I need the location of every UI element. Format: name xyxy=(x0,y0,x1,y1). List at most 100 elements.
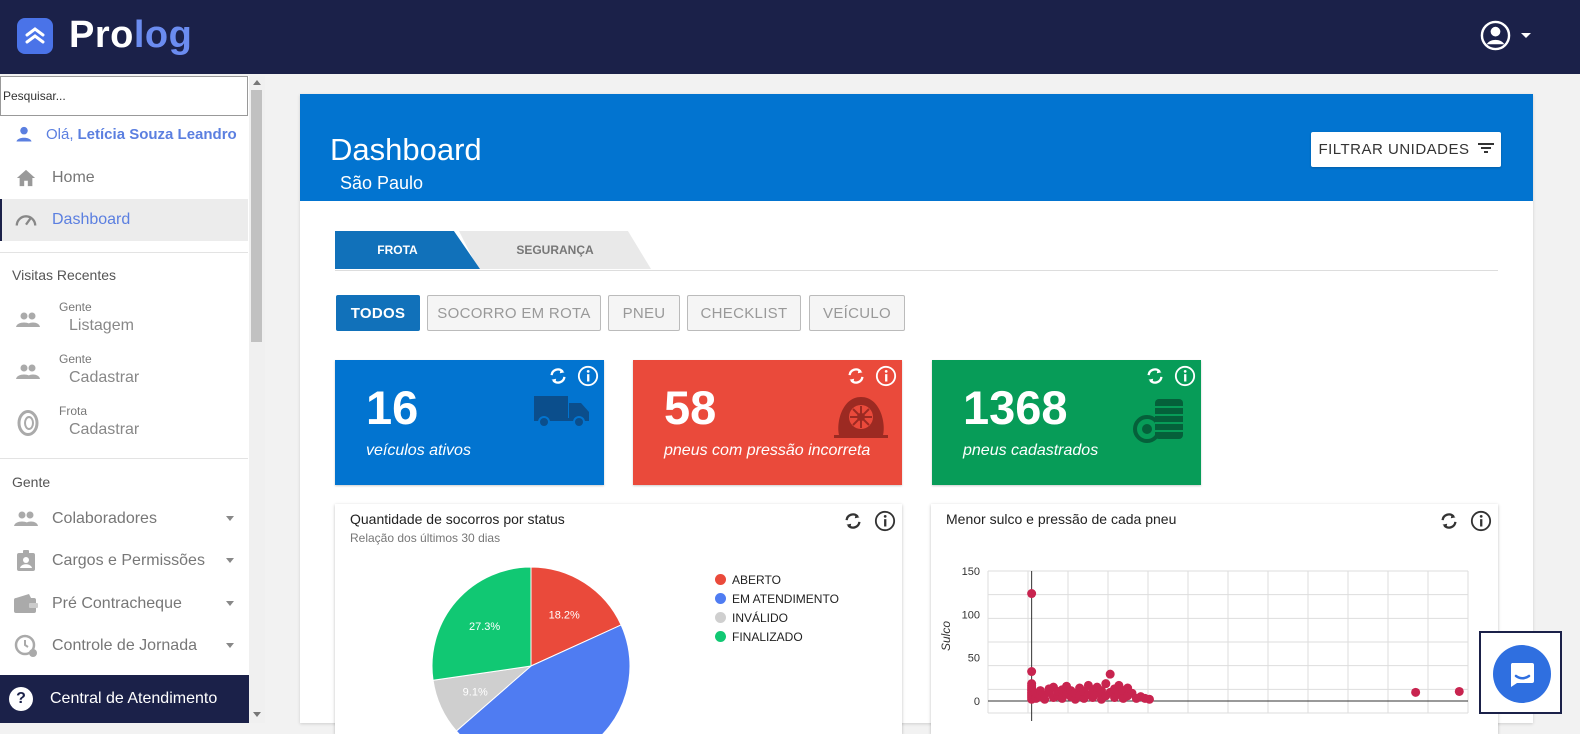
refresh-icon[interactable] xyxy=(547,365,569,387)
scatter-point[interactable] xyxy=(1454,686,1464,696)
stat-value: 1368 xyxy=(963,381,1068,434)
filter-chip-checklist[interactable]: CHECKLIST xyxy=(687,295,801,331)
sidebar-item-dashboard[interactable]: Dashboard xyxy=(0,199,248,241)
sidebar-item-controle-jornada[interactable]: Controle de Jornada xyxy=(0,625,248,667)
unit-subtitle: São Paulo xyxy=(340,173,424,193)
chevron-down-icon xyxy=(226,516,234,521)
info-icon[interactable] xyxy=(577,365,599,387)
help-center-button[interactable]: ? Central de Atendimento xyxy=(0,675,249,723)
sidebar-item-cargos[interactable]: Cargos e Permissões xyxy=(0,540,248,582)
scatter-chart: 0 50 100 150 Sulco xyxy=(939,566,1469,721)
y-tick-label: 150 xyxy=(962,566,980,578)
scatter-point[interactable] xyxy=(1105,669,1115,679)
filter-chip-socorro[interactable]: SOCORRO EM ROTA xyxy=(427,295,601,331)
recent-item-name: Cadastrar xyxy=(69,421,140,438)
pie-slice-aberto[interactable] xyxy=(530,566,622,667)
recent-item-category: Frota xyxy=(59,404,88,418)
pie-slice-label: 9.1% xyxy=(463,687,488,699)
y-tick-label: 50 xyxy=(968,653,980,665)
sidebar-item-label: Dashboard xyxy=(52,211,131,228)
stat-value: 58 xyxy=(664,381,717,434)
category-tabs: SEGURANÇA FROTA xyxy=(335,231,1498,271)
prolog-logo[interactable]: Prolog xyxy=(17,14,192,57)
y-tick-label: 100 xyxy=(962,609,980,621)
scatter-point[interactable] xyxy=(1027,667,1037,677)
panel-title: Quantidade de socorros por status xyxy=(350,511,565,527)
panel-subtitle: Relação dos últimos 30 dias xyxy=(350,531,501,545)
scrollbar-thumb[interactable] xyxy=(251,90,262,342)
people-icon xyxy=(14,511,38,527)
legend-item[interactable]: ABERTO xyxy=(715,570,839,589)
people-icon xyxy=(16,364,40,385)
info-icon[interactable] xyxy=(1470,510,1492,532)
refresh-icon[interactable] xyxy=(842,510,864,532)
legend-item[interactable]: INVÁLIDO xyxy=(715,608,839,627)
divider xyxy=(0,252,248,253)
y-tick-label: 0 xyxy=(974,696,980,708)
scroll-down-icon[interactable] xyxy=(253,712,261,717)
chevron-down-icon xyxy=(226,643,234,648)
legend-item[interactable]: EM ATENDIMENTO xyxy=(715,589,839,608)
tab-frota[interactable]: FROTA xyxy=(335,231,480,269)
recent-visits-title: Visitas Recentes xyxy=(12,267,117,283)
user-menu-button[interactable] xyxy=(1480,20,1531,51)
tab-label: FROTA xyxy=(377,243,418,257)
legend-swatch xyxy=(715,631,726,642)
info-icon[interactable] xyxy=(875,365,897,387)
sidebar-search-input[interactable] xyxy=(0,76,248,116)
clipboard-user-icon xyxy=(14,550,38,572)
pie-chart: 18.2% 9.1% 27.3% xyxy=(431,566,631,734)
refresh-icon[interactable] xyxy=(1438,510,1460,532)
refresh-icon[interactable] xyxy=(845,365,867,387)
sidebar-item-pre-contracheque[interactable]: Pré Contracheque xyxy=(0,583,248,625)
sidebar-item-label: Home xyxy=(52,169,95,186)
section-title-gente: Gente xyxy=(12,474,51,490)
people-icon xyxy=(16,312,40,333)
user-greeting: Olá, Letícia Souza Leandro xyxy=(14,124,237,144)
scatter-point[interactable] xyxy=(1101,679,1111,689)
recent-item-category: Gente xyxy=(59,352,92,366)
legend-swatch xyxy=(715,574,726,585)
filter-units-button[interactable]: FILTRAR UNIDADES xyxy=(1311,132,1501,167)
scatter-chart-panel: Menor sulco e pressão de cada pneu 0 50 10… xyxy=(931,504,1498,734)
sidebar-item-label: Pré Contracheque xyxy=(52,595,182,612)
chat-launcher-button[interactable] xyxy=(1493,645,1551,703)
refresh-icon[interactable] xyxy=(1144,365,1166,387)
filter-chip-pneu[interactable]: PNEU xyxy=(608,295,680,331)
dashboard-header: Dashboard São Paulo FILTRAR UNIDADES xyxy=(300,94,1533,201)
legend-label: FINALIZADO xyxy=(732,629,803,644)
filter-list-icon xyxy=(1477,141,1494,158)
stat-value: 16 xyxy=(366,381,419,434)
pie-slice-finalizado[interactable] xyxy=(431,566,532,681)
pie-chart-panel: Quantidade de socorros por status Relaçã… xyxy=(335,504,902,734)
scatter-point[interactable] xyxy=(1144,694,1154,704)
brand-name: Prolog xyxy=(69,14,193,56)
sidebar-item-label: Controle de Jornada xyxy=(52,637,197,654)
sidebar-item-home[interactable]: Home xyxy=(0,157,248,199)
scatter-point[interactable] xyxy=(1411,687,1421,697)
scroll-up-icon[interactable] xyxy=(253,80,261,85)
divider xyxy=(0,458,248,459)
tab-seguranca[interactable]: SEGURANÇA xyxy=(459,231,651,269)
sidebar-scrollbar[interactable] xyxy=(249,76,265,723)
recent-item-name: Listagem xyxy=(69,317,134,334)
legend-label: EM ATENDIMENTO xyxy=(732,591,839,606)
legend-item[interactable]: FINALIZADO xyxy=(715,627,839,646)
greeting-prefix: Olá, xyxy=(46,125,74,143)
sidebar-item-colaboradores[interactable]: Colaboradores xyxy=(0,498,248,540)
filter-chip-veiculo[interactable]: VEÍCULO xyxy=(809,295,905,331)
filter-chip-todos[interactable]: TODOS xyxy=(336,295,420,331)
sidebar: Olá, Letícia Souza Leandro Home Dashboar… xyxy=(0,76,249,723)
info-icon[interactable] xyxy=(1174,365,1196,387)
recent-item-gente-listagem[interactable]: Gente Listagem xyxy=(0,300,248,350)
info-icon[interactable] xyxy=(874,510,896,532)
recent-item-frota-cadastrar[interactable]: Frota Cadastrar xyxy=(0,404,248,454)
tab-label: SEGURANÇA xyxy=(516,243,594,257)
recent-item-gente-cadastrar[interactable]: Gente Cadastrar xyxy=(0,352,248,402)
wallet-icon xyxy=(14,594,38,614)
y-axis-label: Sulco xyxy=(939,621,953,651)
page-title: Dashboard xyxy=(330,132,482,167)
scatter-point[interactable] xyxy=(1027,679,1037,689)
pie-slice-em-atendimento[interactable] xyxy=(455,624,631,734)
scatter-point[interactable] xyxy=(1027,589,1037,599)
